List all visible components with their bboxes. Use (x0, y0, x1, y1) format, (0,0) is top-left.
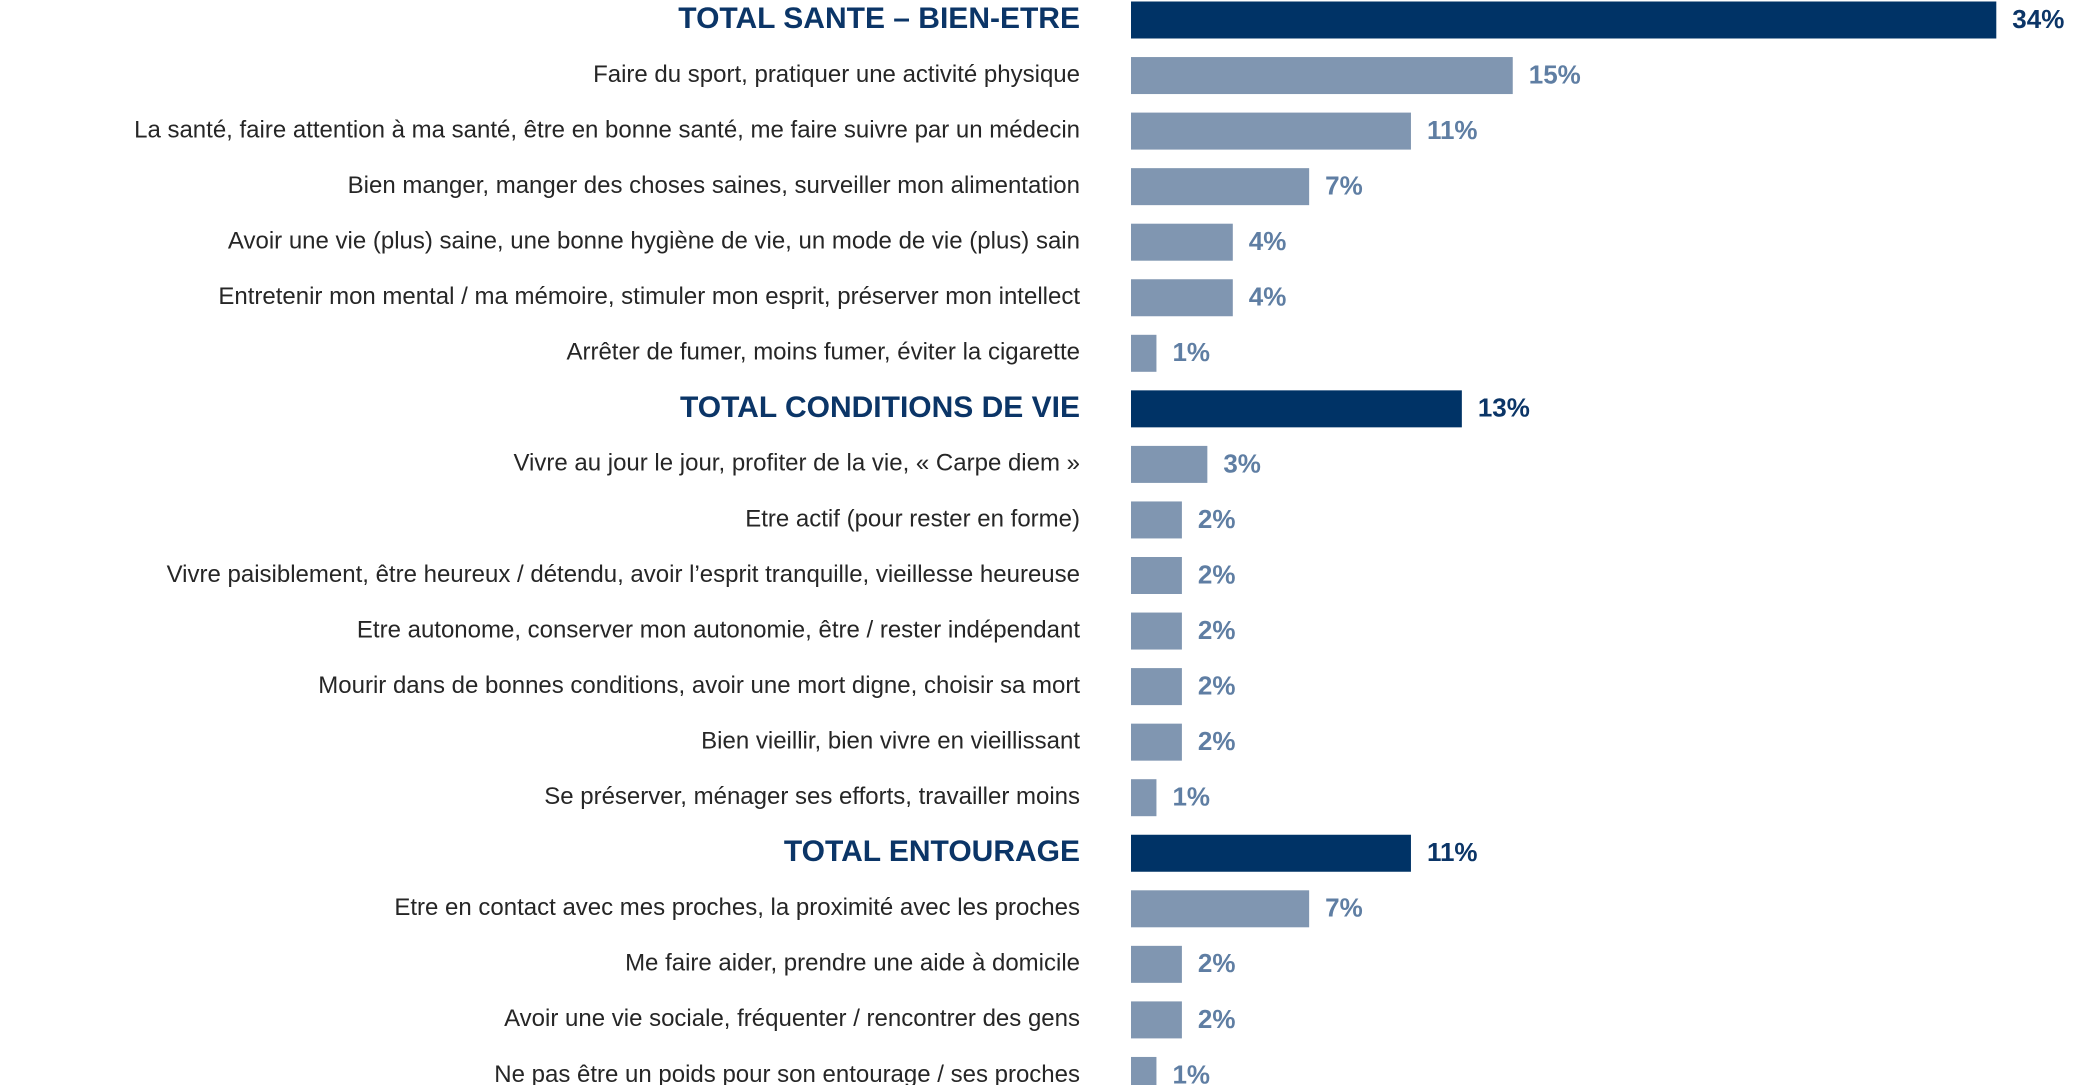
value-label: 2% (1198, 948, 1236, 978)
bar (1131, 279, 1233, 317)
group-label: TOTAL SANTE – BIEN-ETRE (678, 2, 1080, 35)
bar (1131, 1001, 1182, 1039)
value-label: 2% (1198, 559, 1236, 589)
category-label: Avoir une vie (plus) saine, une bonne hy… (228, 228, 1080, 255)
value-label: 7% (1325, 893, 1363, 923)
bar (1131, 945, 1182, 983)
bar (1131, 612, 1182, 650)
value-label: 2% (1198, 1004, 1236, 1034)
bar (1131, 1, 1997, 39)
category-label: Se préserver, ménager ses efforts, trava… (544, 783, 1080, 810)
value-label: 4% (1249, 226, 1287, 256)
category-label: Arrêter de fumer, moins fumer, éviter la… (566, 339, 1080, 366)
category-label: Bien manger, manger des choses saines, s… (348, 172, 1080, 199)
bar (1131, 890, 1310, 928)
bar (1131, 557, 1182, 594)
category-label: Etre autonome, conserver mon autonomie, … (357, 616, 1080, 643)
value-label: 2% (1198, 504, 1236, 534)
bar (1131, 334, 1157, 372)
value-label: 13% (1478, 393, 1530, 423)
bar (1131, 1056, 1157, 1085)
value-label: 2% (1198, 670, 1236, 700)
category-label: Faire du sport, pratiquer une activité p… (593, 61, 1080, 88)
category-label: Mourir dans de bonnes conditions, avoir … (318, 672, 1080, 699)
category-label: Bien vieillir, bien vivre en vieillissan… (701, 727, 1080, 754)
bar (1131, 390, 1462, 428)
value-label: 11% (1427, 115, 1478, 145)
bar (1131, 223, 1233, 261)
bar (1131, 501, 1182, 539)
bar (1131, 723, 1182, 761)
bar (1131, 834, 1411, 872)
value-label: 4% (1249, 282, 1287, 312)
group-label: TOTAL ENTOURAGE (784, 835, 1080, 868)
value-label: 2% (1198, 615, 1236, 645)
value-label: 1% (1172, 337, 1210, 367)
category-label: Etre en contact avec mes proches, la pro… (394, 894, 1080, 921)
bar (1131, 57, 1513, 95)
category-label: Me faire aider, prendre une aide à domic… (625, 950, 1080, 977)
bar (1131, 168, 1310, 206)
category-label: La santé, faire attention à ma santé, êt… (134, 116, 1080, 143)
value-label: 2% (1198, 726, 1236, 756)
category-label: Avoir une vie sociale, fréquenter / renc… (504, 1005, 1080, 1032)
value-label: 11% (1427, 837, 1478, 867)
value-label: 15% (1529, 59, 1581, 89)
category-label: Vivre paisiblement, être heureux / déten… (167, 561, 1080, 588)
value-label: 34% (2012, 4, 2064, 34)
value-label: 3% (1223, 448, 1261, 478)
bar (1131, 112, 1411, 150)
category-label: Etre actif (pour rester en forme) (745, 505, 1080, 532)
group-label: TOTAL CONDITIONS DE VIE (680, 391, 1080, 424)
value-label: 1% (1172, 1059, 1210, 1085)
category-label: Entretenir mon mental / ma mémoire, stim… (218, 283, 1080, 310)
category-label: Vivre au jour le jour, profiter de la vi… (513, 450, 1080, 477)
value-label: 7% (1325, 171, 1363, 201)
category-label: Ne pas être un poids pour son entourage … (494, 1061, 1080, 1085)
value-label: 1% (1172, 782, 1210, 812)
bar (1131, 668, 1182, 706)
bar (1131, 445, 1208, 483)
bar (1131, 779, 1157, 817)
